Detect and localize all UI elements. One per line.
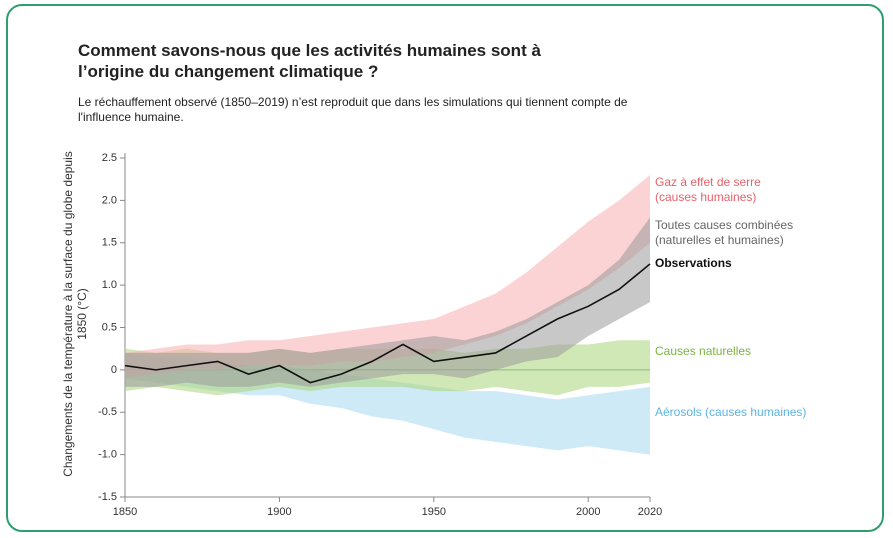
x-tick-label: 2020 [638, 506, 662, 518]
chart-subtitle: Le réchauffement observé (1850–2019) n’e… [78, 95, 628, 124]
y-tick-label: 1.0 [102, 279, 117, 291]
legend-label: Gaz à effet de serre (causes humaines) [655, 175, 761, 204]
legend-label: Causes naturelles [655, 344, 752, 358]
frame [6, 4, 884, 532]
legend-label: Observations [655, 256, 732, 270]
legend-label: Aérosols (causes humaines) [655, 405, 807, 419]
observation-line [124, 263, 651, 384]
y-tick-label: 0.5 [102, 321, 117, 333]
chart-title: Comment savons-nous que les activités hu… [78, 41, 541, 81]
x-tick-label: 1950 [422, 506, 446, 518]
y-tick-label: -1.5 [98, 491, 117, 503]
y-tick-label: 0 [111, 364, 117, 376]
y-tick-label: -0.5 [98, 406, 117, 418]
legend-label: Toutes causes combinées (naturelles et h… [655, 218, 794, 247]
band [125, 217, 650, 387]
x-tick-label: 1900 [267, 506, 291, 518]
y-tick-label: 1.5 [102, 237, 117, 249]
y-tick-label: 2.0 [102, 194, 117, 206]
y-tick-label: -1.0 [98, 449, 117, 461]
y-tick-label: 2.5 [102, 152, 117, 164]
x-tick-label: 1850 [113, 506, 137, 518]
x-tick-label: 2000 [576, 506, 600, 518]
